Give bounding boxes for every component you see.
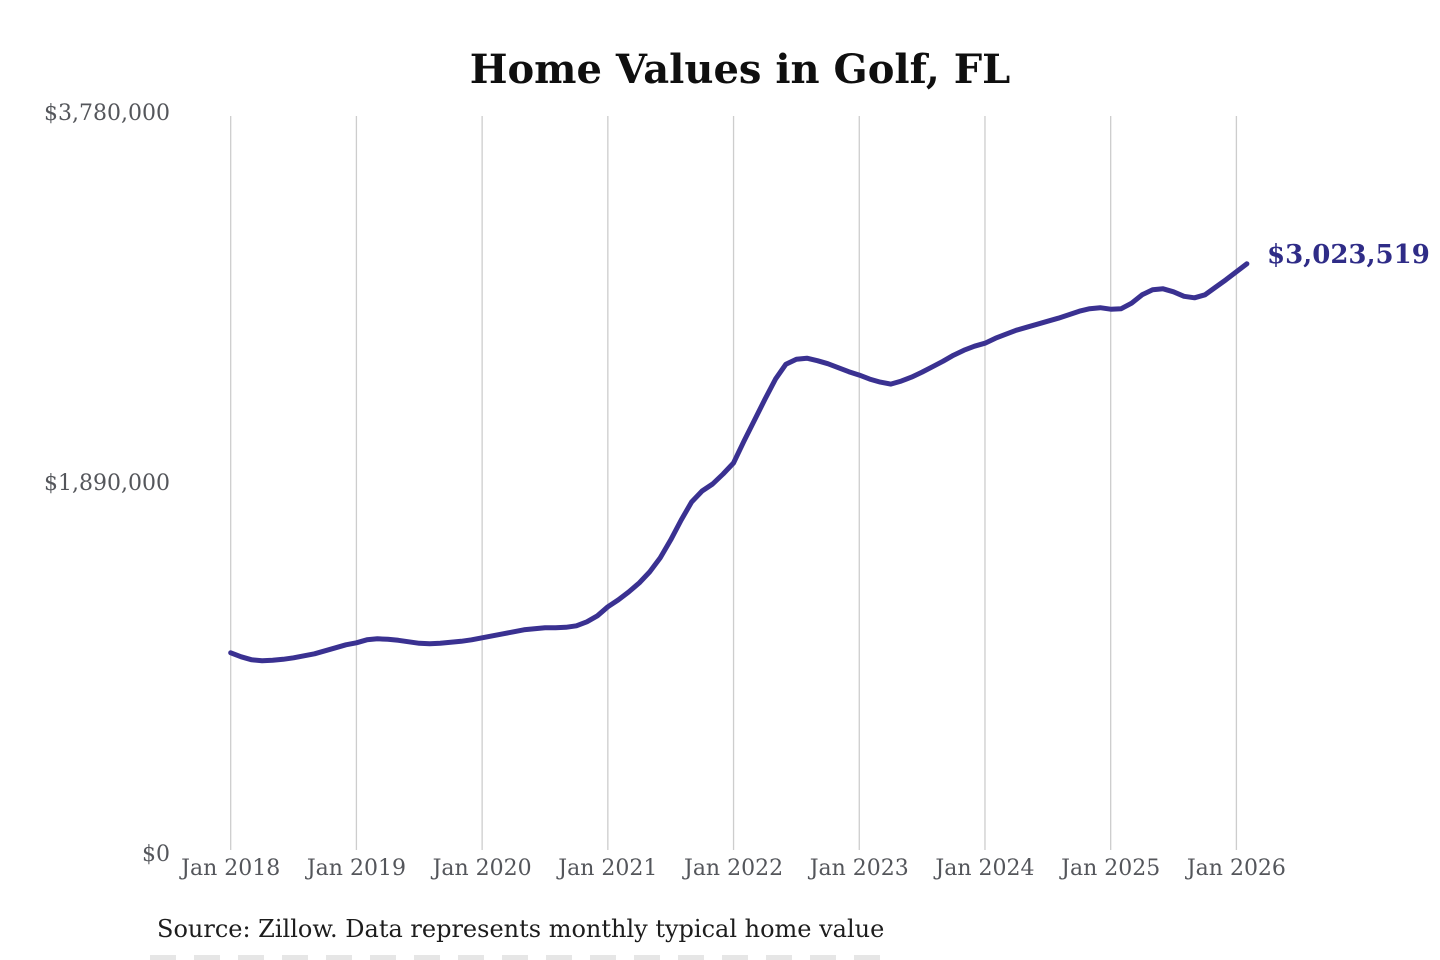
x-axis-label: Jan 2025 (1061, 856, 1161, 881)
clipped-text-remnant (150, 955, 895, 960)
y-axis-label: $3,780,000 (44, 100, 170, 126)
x-axis-label: Jan 2019 (306, 856, 406, 881)
x-axis-label: Jan 2020 (432, 856, 532, 881)
chart-title: Home Values in Golf, FL (469, 46, 1011, 93)
latest-value-label: $3,023,519 (1267, 240, 1430, 270)
y-axis-label: $1,890,000 (44, 471, 170, 496)
x-axis-label: Jan 2018 (181, 856, 281, 881)
x-axis-label: Jan 2022 (684, 856, 784, 881)
x-axis-label: Jan 2024 (935, 856, 1035, 881)
y-axis-label: $0 (142, 841, 170, 867)
source-note: Source: Zillow. Data represents monthly … (157, 915, 885, 943)
x-axis-label: Jan 2023 (809, 856, 909, 881)
x-axis-label: Jan 2026 (1186, 856, 1286, 881)
x-axis-label: Jan 2021 (558, 856, 658, 881)
home-value-line (228, 261, 1250, 664)
